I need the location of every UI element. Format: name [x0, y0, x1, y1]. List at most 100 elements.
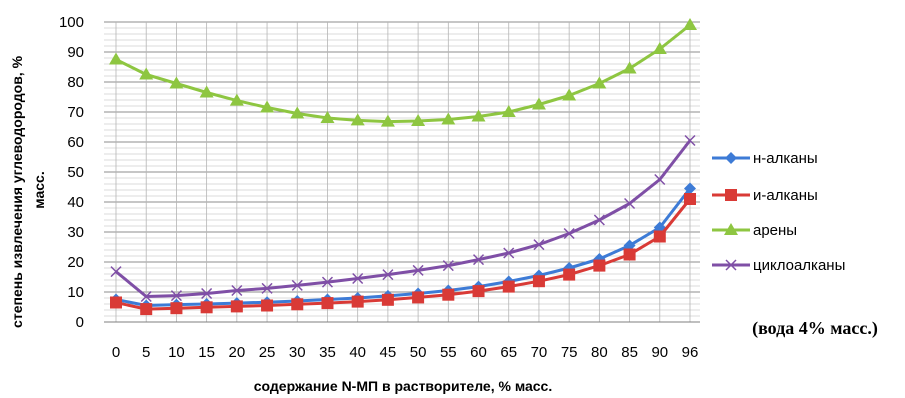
x-tick-label: 90: [651, 344, 668, 361]
y-tick-label: 50: [67, 164, 84, 181]
legend-label: арены: [753, 222, 797, 239]
data-point: [412, 264, 424, 276]
data-point: [623, 248, 636, 261]
data-point: [321, 297, 334, 310]
y-tick-label: 100: [59, 14, 84, 31]
data-point: [684, 193, 696, 205]
x-tick-label: 55: [440, 344, 457, 361]
y-axis-title: степень извлечения углеводородов, % масс…: [9, 52, 47, 328]
gridlines: [104, 21, 700, 323]
data-point: [109, 52, 123, 65]
legend-marker: [724, 223, 738, 235]
legend-label: и-алканы: [753, 187, 818, 204]
series-2: [110, 193, 696, 316]
data-point: [139, 67, 154, 80]
x-tick-label: 25: [259, 344, 276, 361]
data-point: [352, 272, 364, 285]
x-tick-label: 0: [112, 344, 120, 361]
data-point: [170, 302, 183, 315]
y-tick-label: 40: [67, 194, 84, 211]
data-point: [652, 42, 667, 54]
x-tick-label: 70: [531, 344, 548, 361]
legend-item: н-алканы: [712, 150, 818, 167]
data-point: [624, 197, 636, 210]
data-point: [502, 280, 515, 293]
data-point: [261, 282, 273, 294]
data-point: [140, 303, 153, 316]
data-point: [321, 276, 334, 288]
x-tick-label: 20: [228, 344, 245, 361]
x-tick-label: 60: [470, 344, 487, 361]
data-point: [472, 254, 485, 266]
data-point: [201, 287, 213, 300]
data-point: [501, 105, 516, 117]
data-point: [442, 260, 454, 272]
x-tick-label: 15: [198, 344, 215, 361]
series-line: [115, 139, 692, 298]
y-tick-label: 20: [67, 254, 84, 271]
y-tick-label: 30: [67, 224, 84, 241]
series-line: [115, 187, 692, 307]
data-point: [199, 85, 214, 98]
y-axis-title-line-2: масс.: [31, 171, 47, 208]
x-tick-label: 85: [621, 344, 638, 361]
data-point: [261, 299, 274, 312]
data-point: [563, 268, 576, 281]
data-point: [441, 112, 456, 125]
x-tick-label: 96: [682, 344, 699, 361]
x-tick-label: 5: [142, 344, 150, 361]
y-tick-label: 80: [67, 74, 84, 91]
data-point: [442, 288, 455, 301]
legend-label: циклоалканы: [753, 257, 845, 274]
y-axis-title-line-1: степень извлечения углеводородов, %: [9, 55, 25, 328]
data-point: [533, 239, 545, 251]
data-point: [683, 18, 697, 30]
data-point: [231, 284, 243, 297]
x-axis-title: содержание N-МП в растворителе, % масс.: [254, 378, 552, 394]
x-tick-label: 45: [380, 344, 397, 361]
y-tick-label: 90: [67, 44, 84, 61]
data-point: [653, 230, 666, 243]
data-point: [381, 293, 394, 306]
y-tick-label: 60: [67, 134, 84, 151]
data-point: [593, 259, 606, 272]
x-tick-label: 35: [319, 344, 336, 361]
data-point: [229, 93, 244, 106]
data-point: [471, 109, 486, 122]
annotation-water-content: (вода 4% масс.): [752, 318, 878, 339]
y-tick-label: 0: [76, 314, 84, 331]
legend-item: арены: [712, 222, 797, 239]
legend-marker: [725, 152, 737, 164]
legend-marker: [725, 259, 737, 271]
data-point: [260, 100, 275, 113]
data-point: [350, 113, 365, 126]
x-tick-label: 75: [561, 344, 578, 361]
data-point: [351, 295, 364, 308]
series-4: [110, 134, 696, 303]
x-tick-label: 40: [349, 344, 366, 361]
data-point: [532, 275, 545, 288]
data-point: [472, 285, 485, 298]
data-point: [592, 76, 607, 89]
legend-marker: [725, 189, 737, 201]
data-point: [290, 106, 305, 119]
data-point: [684, 134, 696, 147]
data-point: [291, 298, 304, 311]
data-point: [503, 247, 515, 259]
data-point: [382, 269, 394, 281]
x-tick-label: 10: [168, 344, 185, 361]
y-tick-label: 10: [67, 284, 84, 301]
x-tick-labels: 0 5 10 15 20 25 30 35 40 45 50 55 60 65 70 75 80 85 90 96: [112, 344, 699, 361]
data-point: [230, 300, 243, 313]
data-point: [622, 61, 637, 74]
y-tick-label: 70: [67, 104, 84, 121]
data-point: [380, 114, 395, 127]
series-lines: [109, 18, 697, 316]
x-tick-label: 80: [591, 344, 608, 361]
data-point: [140, 290, 152, 303]
legend-label: н-алканы: [753, 150, 818, 167]
legend-item: и-алканы: [712, 187, 818, 204]
data-point: [654, 173, 666, 186]
data-point: [110, 266, 122, 278]
